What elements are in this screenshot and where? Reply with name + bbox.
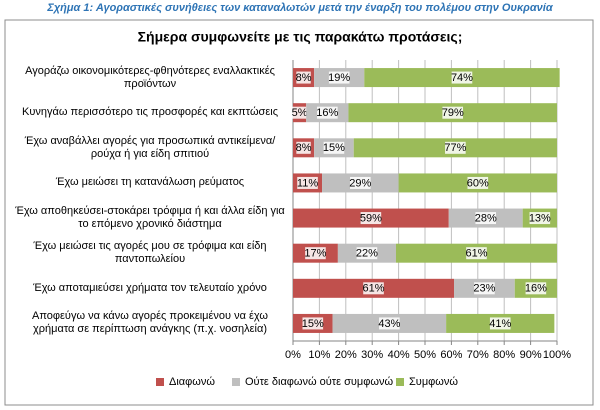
chart-border xyxy=(4,19,594,406)
x-tick-label: 40% xyxy=(388,349,410,361)
label-bg xyxy=(296,141,311,154)
x-tick-label: 70% xyxy=(467,349,489,361)
value-label: 15% xyxy=(323,142,345,154)
value-label: 22% xyxy=(356,248,378,260)
category-label: Έχω αναβάλλει αγορές για προσωπικά αντικ… xyxy=(24,134,276,160)
value-label: 16% xyxy=(316,107,338,119)
figure-title: Σχήμα 1: Αγοραστικές συνήθειες των καταν… xyxy=(47,2,553,14)
label-bg xyxy=(475,212,497,225)
label-bg xyxy=(296,71,311,84)
category-label: Κυνηγάω περισσότερο τις προσφορές και εκ… xyxy=(22,106,278,119)
value-label: 5% xyxy=(292,107,308,119)
label-bg xyxy=(466,247,487,260)
x-tick-label: 10% xyxy=(308,349,330,361)
legend-swatch xyxy=(396,378,404,386)
value-label: 60% xyxy=(467,177,489,189)
label-bg xyxy=(451,71,473,84)
label-bg xyxy=(305,247,326,260)
x-tick-label: 80% xyxy=(493,349,515,361)
label-bg xyxy=(474,282,495,295)
value-label: 11% xyxy=(297,177,318,189)
x-tick-label: 60% xyxy=(440,349,462,361)
value-label: 77% xyxy=(444,142,466,154)
value-label: 79% xyxy=(442,107,464,119)
legend-label: Ούτε διαφωνώ ούτε συμφωνώ xyxy=(245,376,393,388)
category-label: Έχω αποθηκεύσει-στοκάρει τρόφιμα ή και ά… xyxy=(15,205,285,231)
value-label: 28% xyxy=(475,212,497,224)
label-bg xyxy=(323,141,345,154)
label-bg xyxy=(489,317,511,330)
label-bg xyxy=(379,317,400,330)
value-label: 59% xyxy=(360,212,382,224)
value-label: 61% xyxy=(465,248,487,260)
category-label: Αποφεύγω να κάνω αγορές προκειμένου να έ… xyxy=(32,310,268,336)
label-bg xyxy=(467,176,489,189)
chart-title: Σήμερα συμφωνείτε με τις παρακάτω προτάσ… xyxy=(138,29,463,45)
x-tick-label: 50% xyxy=(414,349,436,361)
value-label: 61% xyxy=(363,283,385,295)
value-label: 8% xyxy=(296,72,312,84)
label-bg xyxy=(363,282,384,295)
x-tick-label: 0% xyxy=(285,349,301,361)
value-label: 43% xyxy=(378,318,400,330)
value-label: 23% xyxy=(473,283,495,295)
legend-swatch xyxy=(232,378,240,386)
legend-label: Συμφωνώ xyxy=(409,376,458,388)
label-bg xyxy=(356,247,378,260)
label-bg xyxy=(525,282,547,295)
label-bg xyxy=(529,212,551,225)
category-label: Έχω μειώσει τις αγορές μου σε τρόφιμα κα… xyxy=(33,240,267,266)
legend-swatch xyxy=(156,378,164,386)
label-bg xyxy=(302,317,324,330)
x-tick-label: 20% xyxy=(335,349,357,361)
label-bg xyxy=(350,176,371,189)
value-label: 41% xyxy=(489,318,511,330)
label-bg xyxy=(445,141,466,154)
value-label: 15% xyxy=(302,318,324,330)
category-label: Έχω αποταμιεύσει χρήματα τον τελευταίο χ… xyxy=(33,281,267,294)
legend-label: Διαφωνώ xyxy=(169,376,215,388)
label-bg xyxy=(328,71,350,84)
label-bg xyxy=(442,106,464,119)
value-label: 74% xyxy=(451,72,473,84)
x-tick-label: 30% xyxy=(361,349,383,361)
value-label: 29% xyxy=(349,177,371,189)
x-tick-label: 100% xyxy=(543,349,571,361)
value-label: 8% xyxy=(296,142,312,154)
label-bg xyxy=(360,212,382,225)
category-label: Έχω μειώσει τη κατανάλωση ρεύματος xyxy=(55,176,245,189)
value-label: 16% xyxy=(525,283,547,295)
value-label: 13% xyxy=(529,212,551,224)
value-label: 19% xyxy=(328,72,350,84)
label-bg xyxy=(317,106,338,119)
category-label: Αγοράζω οικονομικότερες-φθηνότερες εναλλ… xyxy=(25,64,275,90)
label-bg xyxy=(297,176,318,189)
x-tick-label: 90% xyxy=(520,349,542,361)
value-label: 17% xyxy=(304,248,326,260)
label-bg xyxy=(292,106,307,119)
